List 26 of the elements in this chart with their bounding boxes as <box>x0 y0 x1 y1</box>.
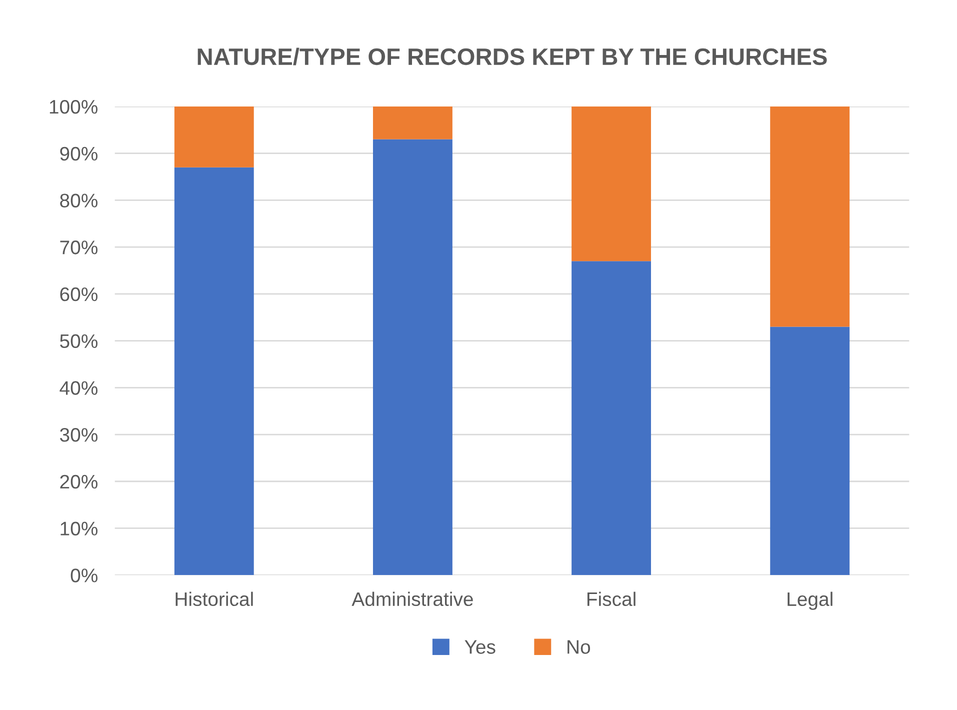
bar <box>174 167 254 576</box>
y-tick-label: 90% <box>60 146 98 161</box>
bar <box>372 139 452 576</box>
x-tick-label: Historical <box>176 592 253 606</box>
y-tick-label: 80% <box>60 194 98 208</box>
y-tick-label: 20% <box>60 474 98 489</box>
y-tick-label: 100% <box>50 100 98 114</box>
bar <box>770 106 850 327</box>
y-tick-label: 0% <box>70 568 98 582</box>
y-tick-label: 10% <box>60 522 98 536</box>
x-tick-label: Fiscal <box>587 592 636 606</box>
x-tick-label: Administrative <box>352 592 473 606</box>
y-tick-label: 40% <box>60 381 98 395</box>
bar <box>572 106 651 262</box>
x-tick-label: Legal <box>788 592 832 610</box>
y-tick-label: 70% <box>60 240 98 254</box>
y-tick-label: 30% <box>60 428 98 442</box>
bar <box>770 326 850 576</box>
bar <box>572 261 651 576</box>
bar <box>174 106 254 168</box>
y-tick-label: 50% <box>60 334 98 348</box>
legend-label: No <box>568 640 590 654</box>
chart-title: NATURE/TYPE OF RECORDS KEPT BY THE CHURCHES <box>198 48 827 66</box>
bar <box>372 106 452 140</box>
y-tick-label: 60% <box>60 287 98 302</box>
legend-label: Yes <box>464 640 496 654</box>
